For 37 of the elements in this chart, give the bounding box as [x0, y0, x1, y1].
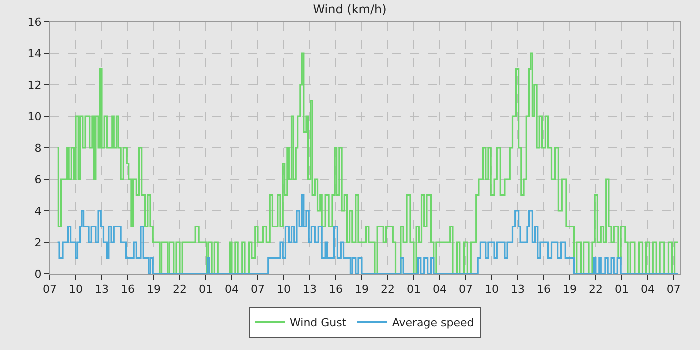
- x-tick-label: 16: [328, 283, 343, 296]
- x-tick-label: 10: [484, 283, 499, 296]
- x-tick-label: 07: [43, 283, 57, 296]
- y-tick-label: 6: [34, 173, 42, 186]
- x-tick-label: 04: [640, 283, 655, 296]
- x-tick-label: 22: [380, 283, 395, 296]
- x-tick-label: 01: [406, 283, 421, 296]
- y-tick-label: 2: [34, 236, 42, 250]
- x-tick-label: 07: [458, 283, 473, 296]
- y-tick-label: 12: [28, 78, 42, 92]
- y-tick-label: 16: [28, 16, 42, 29]
- y-tick-label: 8: [34, 142, 42, 155]
- x-tick-label: 07: [250, 283, 265, 296]
- x-tick-label: 19: [354, 283, 369, 296]
- y-tick-label: 10: [28, 110, 42, 124]
- x-tick-label: 22: [588, 283, 603, 296]
- x-tick-label: 04: [224, 283, 239, 296]
- legend-label: Average speed: [392, 316, 474, 330]
- chart-title: Wind (km/h): [313, 2, 387, 17]
- x-tick-label: 13: [302, 283, 317, 296]
- x-tick-label: 07: [666, 283, 681, 296]
- x-tick-label: 22: [172, 283, 187, 296]
- x-tick-label: 13: [94, 283, 109, 296]
- y-tick-label: 4: [34, 204, 42, 218]
- x-tick-label: 01: [614, 283, 629, 296]
- x-tick-label: 10: [276, 283, 291, 296]
- x-tick-label: 16: [120, 283, 135, 296]
- x-tick-label: 01: [198, 283, 213, 296]
- legend-label: Wind Gust: [290, 316, 348, 330]
- x-tick-label: 19: [562, 283, 577, 296]
- x-tick-label: 04: [432, 283, 447, 296]
- x-tick-label: 16: [536, 283, 551, 296]
- x-tick-label: 10: [69, 283, 83, 296]
- y-tick-label: 0: [34, 268, 42, 281]
- x-tick-label: 19: [146, 283, 161, 296]
- x-tick-label: 13: [510, 283, 525, 296]
- y-tick-label: 14: [28, 47, 42, 60]
